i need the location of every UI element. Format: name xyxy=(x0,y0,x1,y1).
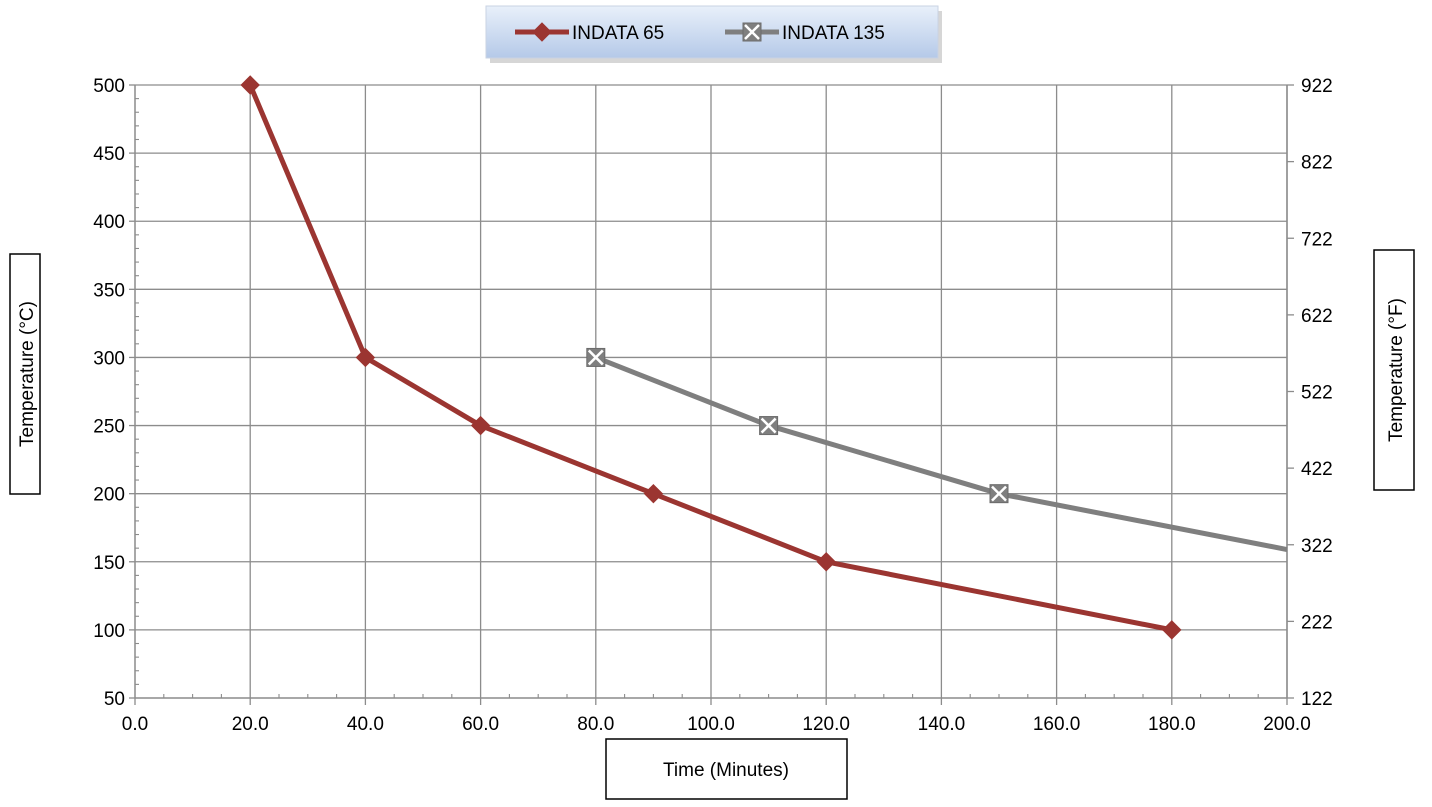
data-point xyxy=(1162,620,1182,640)
y-tick-label: 500 xyxy=(93,76,125,97)
legend-item: INDATA 135 xyxy=(725,22,885,44)
y-right-tick-label: 422 xyxy=(1301,459,1333,480)
gridlines xyxy=(135,84,1288,698)
legend-swatch-marker xyxy=(532,22,552,42)
y-tick-label: 200 xyxy=(93,485,125,506)
legend: INDATA 65 INDATA 135 xyxy=(485,5,942,63)
y-right-tick-label: 622 xyxy=(1301,306,1333,327)
series-line xyxy=(247,84,1173,633)
x-tick-label: 180.0 xyxy=(1148,714,1196,735)
x-tick-label: 60.0 xyxy=(462,714,499,735)
legend-item: INDATA 65 xyxy=(515,22,664,44)
y-tick-label: 450 xyxy=(93,144,125,165)
x-axis-ticks: 0.0 20.0 40.0 60.0 80.0 100.0 120.0 140.0 160.0 1… xyxy=(122,714,1311,735)
y-right-tick-label: 522 xyxy=(1301,383,1333,404)
marker-cross xyxy=(991,485,1007,502)
axes xyxy=(129,84,1294,705)
data-point xyxy=(816,552,836,572)
y-right-tick-label: 122 xyxy=(1301,689,1333,710)
legend-label: INDATA 135 xyxy=(782,23,885,44)
series-1 xyxy=(240,75,1182,640)
data-point xyxy=(759,416,779,436)
marker-cross xyxy=(587,349,604,366)
y-tick-label: 150 xyxy=(93,553,125,574)
series-line xyxy=(594,355,1288,552)
legend-label: INDATA 65 xyxy=(572,23,664,44)
data-point xyxy=(586,347,606,367)
data-point xyxy=(989,484,1009,504)
y-tick-label: 300 xyxy=(93,348,125,369)
y-tick-label: 350 xyxy=(93,280,125,301)
y-tick-label: 400 xyxy=(93,212,125,233)
data-point xyxy=(470,415,491,436)
series-layer xyxy=(240,75,1288,640)
x-tick-label: 20.0 xyxy=(232,714,269,735)
x-tick-label: 140.0 xyxy=(918,714,966,735)
legend-swatch-marker xyxy=(742,22,762,42)
x-tick-label: 160.0 xyxy=(1033,714,1081,735)
y-axis-title-right: Temperature (°F) xyxy=(1373,249,1415,491)
marker-cross xyxy=(760,417,777,434)
x-tick-label: 100.0 xyxy=(687,714,735,735)
y-axis-label: Temperature (°C) xyxy=(17,301,38,447)
y-axis-title-left: Temperature (°C) xyxy=(9,253,41,495)
x-tick-label: 40.0 xyxy=(347,714,384,735)
data-point xyxy=(355,347,376,368)
x-axis-label: Time (Minutes) xyxy=(663,760,789,781)
data-point xyxy=(240,75,260,95)
y-axis-ticks: 50 100 150 200 250 300 350 400 450 500 xyxy=(93,76,125,710)
y-right-tick-label: 222 xyxy=(1301,612,1333,633)
y-right-tick-label: 822 xyxy=(1301,153,1333,174)
x-tick-label: 80.0 xyxy=(577,714,614,735)
x-tick-label: 120.0 xyxy=(802,714,850,735)
data-point xyxy=(643,483,664,504)
x-tick-label: 0.0 xyxy=(122,714,148,735)
y-axis-right-ticks: 122 222 322 422 522 622 722 822 922 xyxy=(1301,76,1333,710)
x-axis-title: Time (Minutes) xyxy=(605,738,848,800)
y-axis-right-label: Temperature (°F) xyxy=(1386,298,1407,442)
y-right-tick-label: 922 xyxy=(1301,76,1333,97)
y-tick-label: 250 xyxy=(93,417,125,438)
series-2 xyxy=(586,347,1288,552)
y-right-tick-label: 322 xyxy=(1301,536,1333,557)
y-right-tick-label: 722 xyxy=(1301,229,1333,250)
marker-cross xyxy=(744,24,760,40)
y-tick-label: 100 xyxy=(93,621,125,642)
y-tick-label: 50 xyxy=(104,689,125,710)
x-tick-label: 200.0 xyxy=(1263,714,1311,735)
